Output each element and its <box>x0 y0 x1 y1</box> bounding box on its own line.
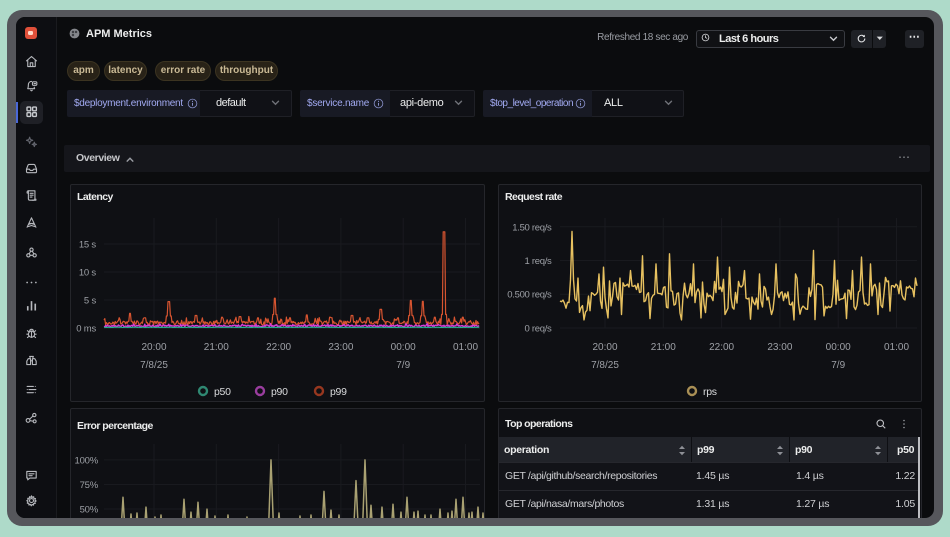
svg-text:1.50 req/s: 1.50 req/s <box>512 222 552 233</box>
svg-text:p99: p99 <box>330 386 347 398</box>
svg-text:50%: 50% <box>80 505 99 516</box>
svg-text:p90: p90 <box>271 386 288 398</box>
svg-text:rps: rps <box>703 386 717 398</box>
svg-text:Request rate: Request rate <box>505 191 563 203</box>
svg-text:22:00: 22:00 <box>266 342 291 353</box>
svg-text:20:00: 20:00 <box>141 342 166 353</box>
svg-text:0.500 req/s: 0.500 req/s <box>507 290 552 301</box>
svg-text:0 req/s: 0 req/s <box>525 324 552 335</box>
svg-text:20:00: 20:00 <box>592 342 617 353</box>
svg-text:5 s: 5 s <box>84 296 97 307</box>
svg-text:1 req/s: 1 req/s <box>525 256 552 267</box>
svg-text:01:00: 01:00 <box>453 342 478 353</box>
svg-text:23:00: 23:00 <box>767 342 792 353</box>
svg-text:15 s: 15 s <box>79 240 97 251</box>
svg-text:7/8/25: 7/8/25 <box>140 360 168 371</box>
svg-text:75%: 75% <box>80 480 99 491</box>
svg-text:p50: p50 <box>214 386 231 398</box>
svg-text:7/8/25: 7/8/25 <box>591 360 619 371</box>
svg-text:00:00: 00:00 <box>391 342 416 353</box>
svg-text:100%: 100% <box>75 455 99 466</box>
svg-text:21:00: 21:00 <box>204 342 229 353</box>
svg-text:7/9: 7/9 <box>831 360 845 371</box>
svg-text:7/9: 7/9 <box>396 360 410 371</box>
svg-text:01:00: 01:00 <box>884 342 909 353</box>
svg-text:22:00: 22:00 <box>709 342 734 353</box>
svg-text:Latency: Latency <box>77 191 114 203</box>
svg-text:0 ms: 0 ms <box>76 324 96 335</box>
svg-text:10 s: 10 s <box>79 268 97 279</box>
svg-text:21:00: 21:00 <box>651 342 676 353</box>
svg-text:23:00: 23:00 <box>328 342 353 353</box>
svg-text:Error percentage: Error percentage <box>77 420 154 432</box>
svg-text:00:00: 00:00 <box>826 342 851 353</box>
